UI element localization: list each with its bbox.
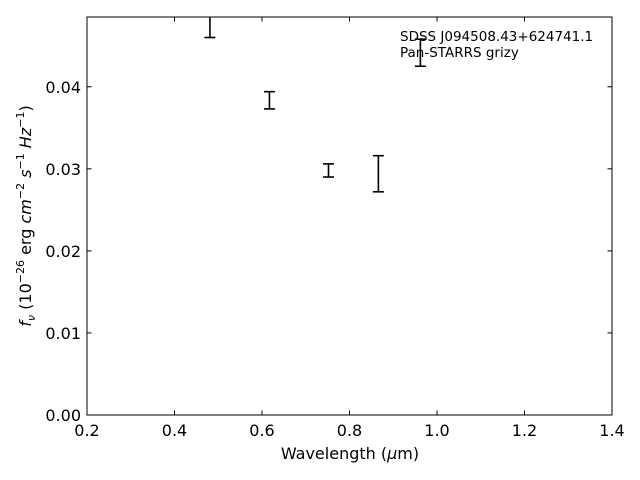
y-tick-label: 0.03 (45, 160, 81, 179)
x-tick-label: 1.4 (599, 421, 624, 440)
errorbar-point (372, 154, 384, 193)
errorbar-point (204, 17, 216, 39)
y-tick-label: 0.01 (45, 324, 81, 343)
y-axis-title: fν (10−26 erg cm−2 s−1 Hz−1) (14, 105, 38, 326)
errorbar-point (414, 38, 426, 68)
x-tick-label: 1.0 (424, 421, 449, 440)
errorbar-point (323, 163, 334, 178)
y-tick-label: 0.00 (45, 406, 81, 425)
errorbars (204, 17, 426, 193)
x-axis-title: Wavelength (μm) (281, 444, 419, 463)
x-tick-label: 1.2 (512, 421, 537, 440)
x-tick-label: 0.4 (162, 421, 187, 440)
x-tick-label: 0.2 (74, 421, 99, 440)
ticks: 0.2 0.4 0.6 0.8 1.0 1.2 1.4 0.00 0.01 0.02 0.03 0.0… (45, 17, 625, 440)
plot-area (86, 16, 613, 416)
annotation-object: SDSS J094508.43+624741.1 (400, 29, 593, 45)
x-tick-label: 0.6 (249, 421, 274, 440)
y-tick-label: 0.02 (45, 242, 81, 261)
x-tick-label: 0.8 (337, 421, 362, 440)
annotation-survey: Pan-STARRS grizy (400, 45, 519, 61)
y-tick-label: 0.04 (45, 78, 81, 97)
errorbar-point (263, 90, 275, 110)
